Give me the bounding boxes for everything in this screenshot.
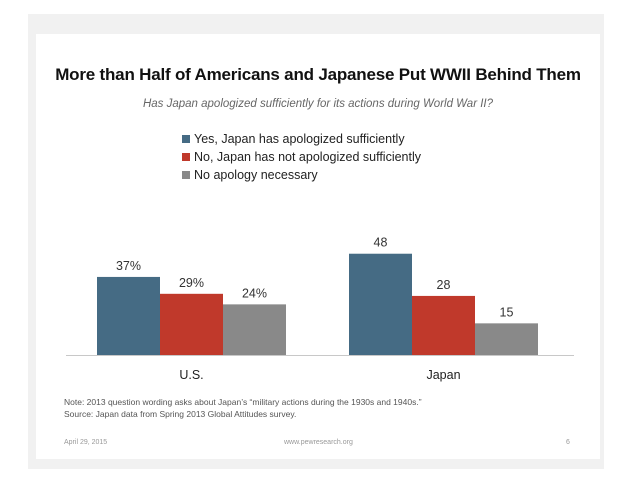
source-text: Source: Japan data from Spring 2013 Glob…: [64, 408, 297, 419]
data-label-u-s-yes: 37%: [116, 259, 141, 273]
chart-title: More than Half of Americans and Japanese…: [55, 65, 581, 84]
legend-swatch-not-necessary: [182, 171, 190, 179]
footer-date: April 29, 2015: [64, 439, 108, 446]
bar-chart: 37% 29% 24% U.S. 48 28 15 Japan: [66, 236, 574, 382]
legend-swatch-no: [182, 153, 190, 161]
data-label-japan-yes: 48: [374, 236, 388, 250]
category-label-u-s: U.S.: [179, 368, 203, 382]
chart-note: Note: 2013 question wording asks about J…: [64, 397, 584, 420]
legend-label-not-necessary: No apology necessary: [194, 168, 318, 182]
legend-item-yes: Yes, Japan has apologized sufficiently: [182, 130, 421, 148]
category-label-japan: Japan: [426, 368, 460, 382]
chart-subtitle: Has Japan apologized sufficiently for it…: [142, 98, 494, 110]
data-label-u-s-not-necessary: 24%: [242, 286, 267, 300]
data-label-japan-not-necessary: 15: [500, 305, 514, 319]
data-label-u-s-no: 29%: [179, 276, 204, 290]
legend-item-no: No, Japan has not apologized sufficientl…: [182, 148, 421, 166]
note-text: Note: 2013 question wording asks about J…: [64, 397, 422, 407]
bar-u-s-not-necessary: [223, 304, 286, 355]
bar-u-s-yes: [97, 276, 160, 355]
legend-label-no: No, Japan has not apologized sufficientl…: [194, 150, 422, 164]
footer-page-number: 6: [566, 439, 570, 446]
legend-item-not-necessary: No apology necessary: [182, 166, 421, 184]
slide: More than Half of Americans and Japanese…: [36, 34, 600, 459]
bar-japan-not-necessary: [475, 323, 538, 355]
footer-url[interactable]: www.pewresearch.org: [284, 439, 353, 446]
bar-u-s-no: [160, 293, 223, 355]
legend: Yes, Japan has apologized sufficiently N…: [182, 130, 421, 184]
legend-label-yes: Yes, Japan has apologized sufficiently: [194, 132, 405, 146]
legend-swatch-yes: [182, 135, 190, 143]
bar-japan-no: [412, 295, 475, 355]
bar-japan-yes: [349, 253, 412, 355]
data-label-japan-no: 28: [437, 278, 451, 292]
